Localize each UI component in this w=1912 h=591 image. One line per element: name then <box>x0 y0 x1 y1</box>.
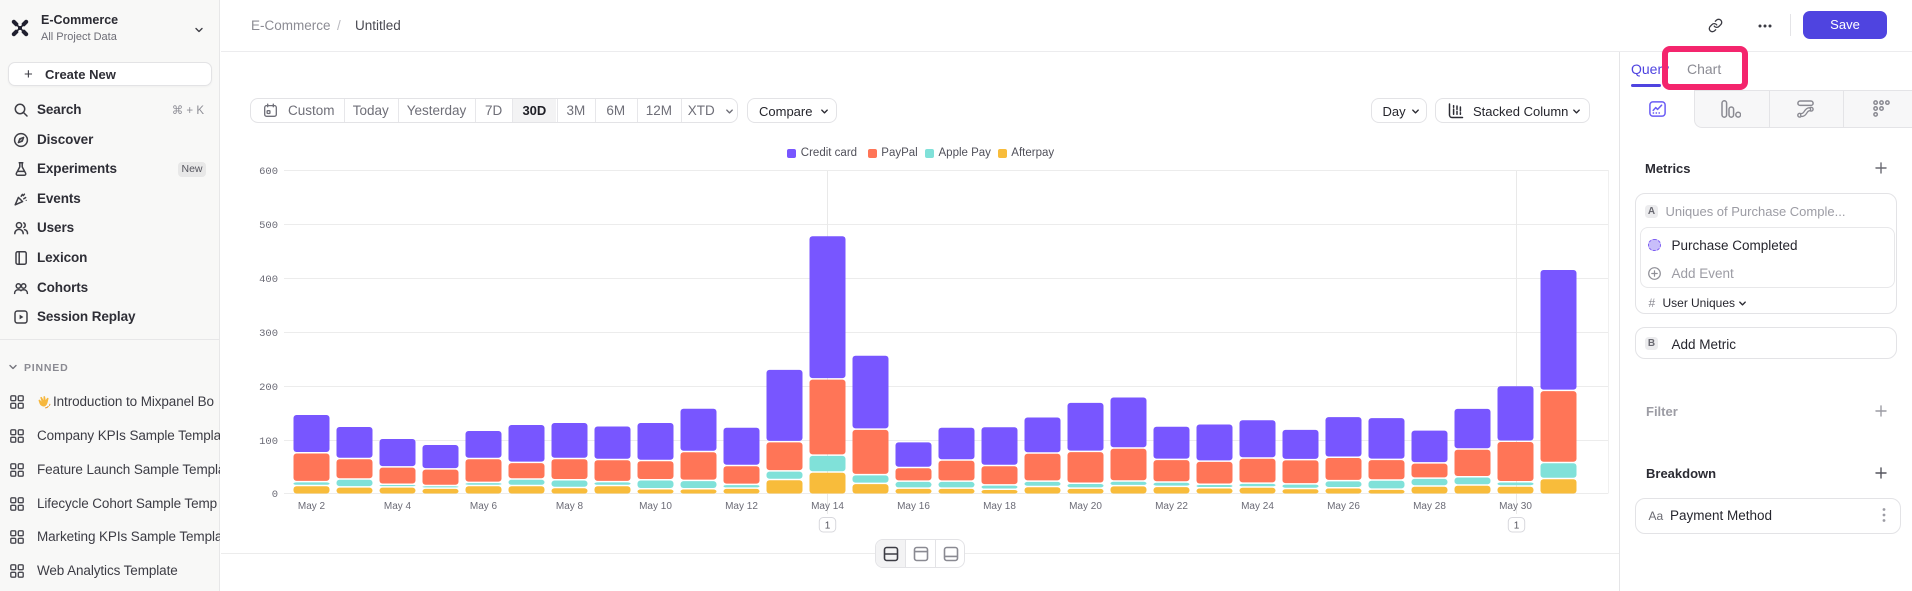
svg-text:May 6: May 6 <box>470 501 498 512</box>
svg-text:May 30: May 30 <box>1499 501 1532 512</box>
svg-text:1: 1 <box>1514 520 1520 531</box>
svg-text:May 20: May 20 <box>1069 501 1102 512</box>
svg-text:May 12: May 12 <box>725 501 758 512</box>
svg-text:500: 500 <box>259 220 278 232</box>
svg-text:300: 300 <box>259 328 278 340</box>
svg-text:200: 200 <box>259 382 278 394</box>
svg-text:May 10: May 10 <box>639 501 672 512</box>
svg-text:0: 0 <box>272 489 278 501</box>
svg-text:May 26: May 26 <box>1327 501 1360 512</box>
svg-text:May 4: May 4 <box>384 501 412 512</box>
svg-text:400: 400 <box>259 274 278 286</box>
svg-text:May 18: May 18 <box>983 501 1016 512</box>
svg-text:May 28: May 28 <box>1413 501 1446 512</box>
svg-text:100: 100 <box>259 436 278 448</box>
svg-text:May 24: May 24 <box>1241 501 1274 512</box>
svg-text:May 2: May 2 <box>298 501 326 512</box>
svg-text:May 8: May 8 <box>556 501 584 512</box>
svg-text:1: 1 <box>825 520 831 531</box>
svg-text:May 22: May 22 <box>1155 501 1188 512</box>
svg-text:May 14: May 14 <box>811 501 844 512</box>
svg-text:May 16: May 16 <box>897 501 930 512</box>
svg-text:600: 600 <box>259 166 278 178</box>
